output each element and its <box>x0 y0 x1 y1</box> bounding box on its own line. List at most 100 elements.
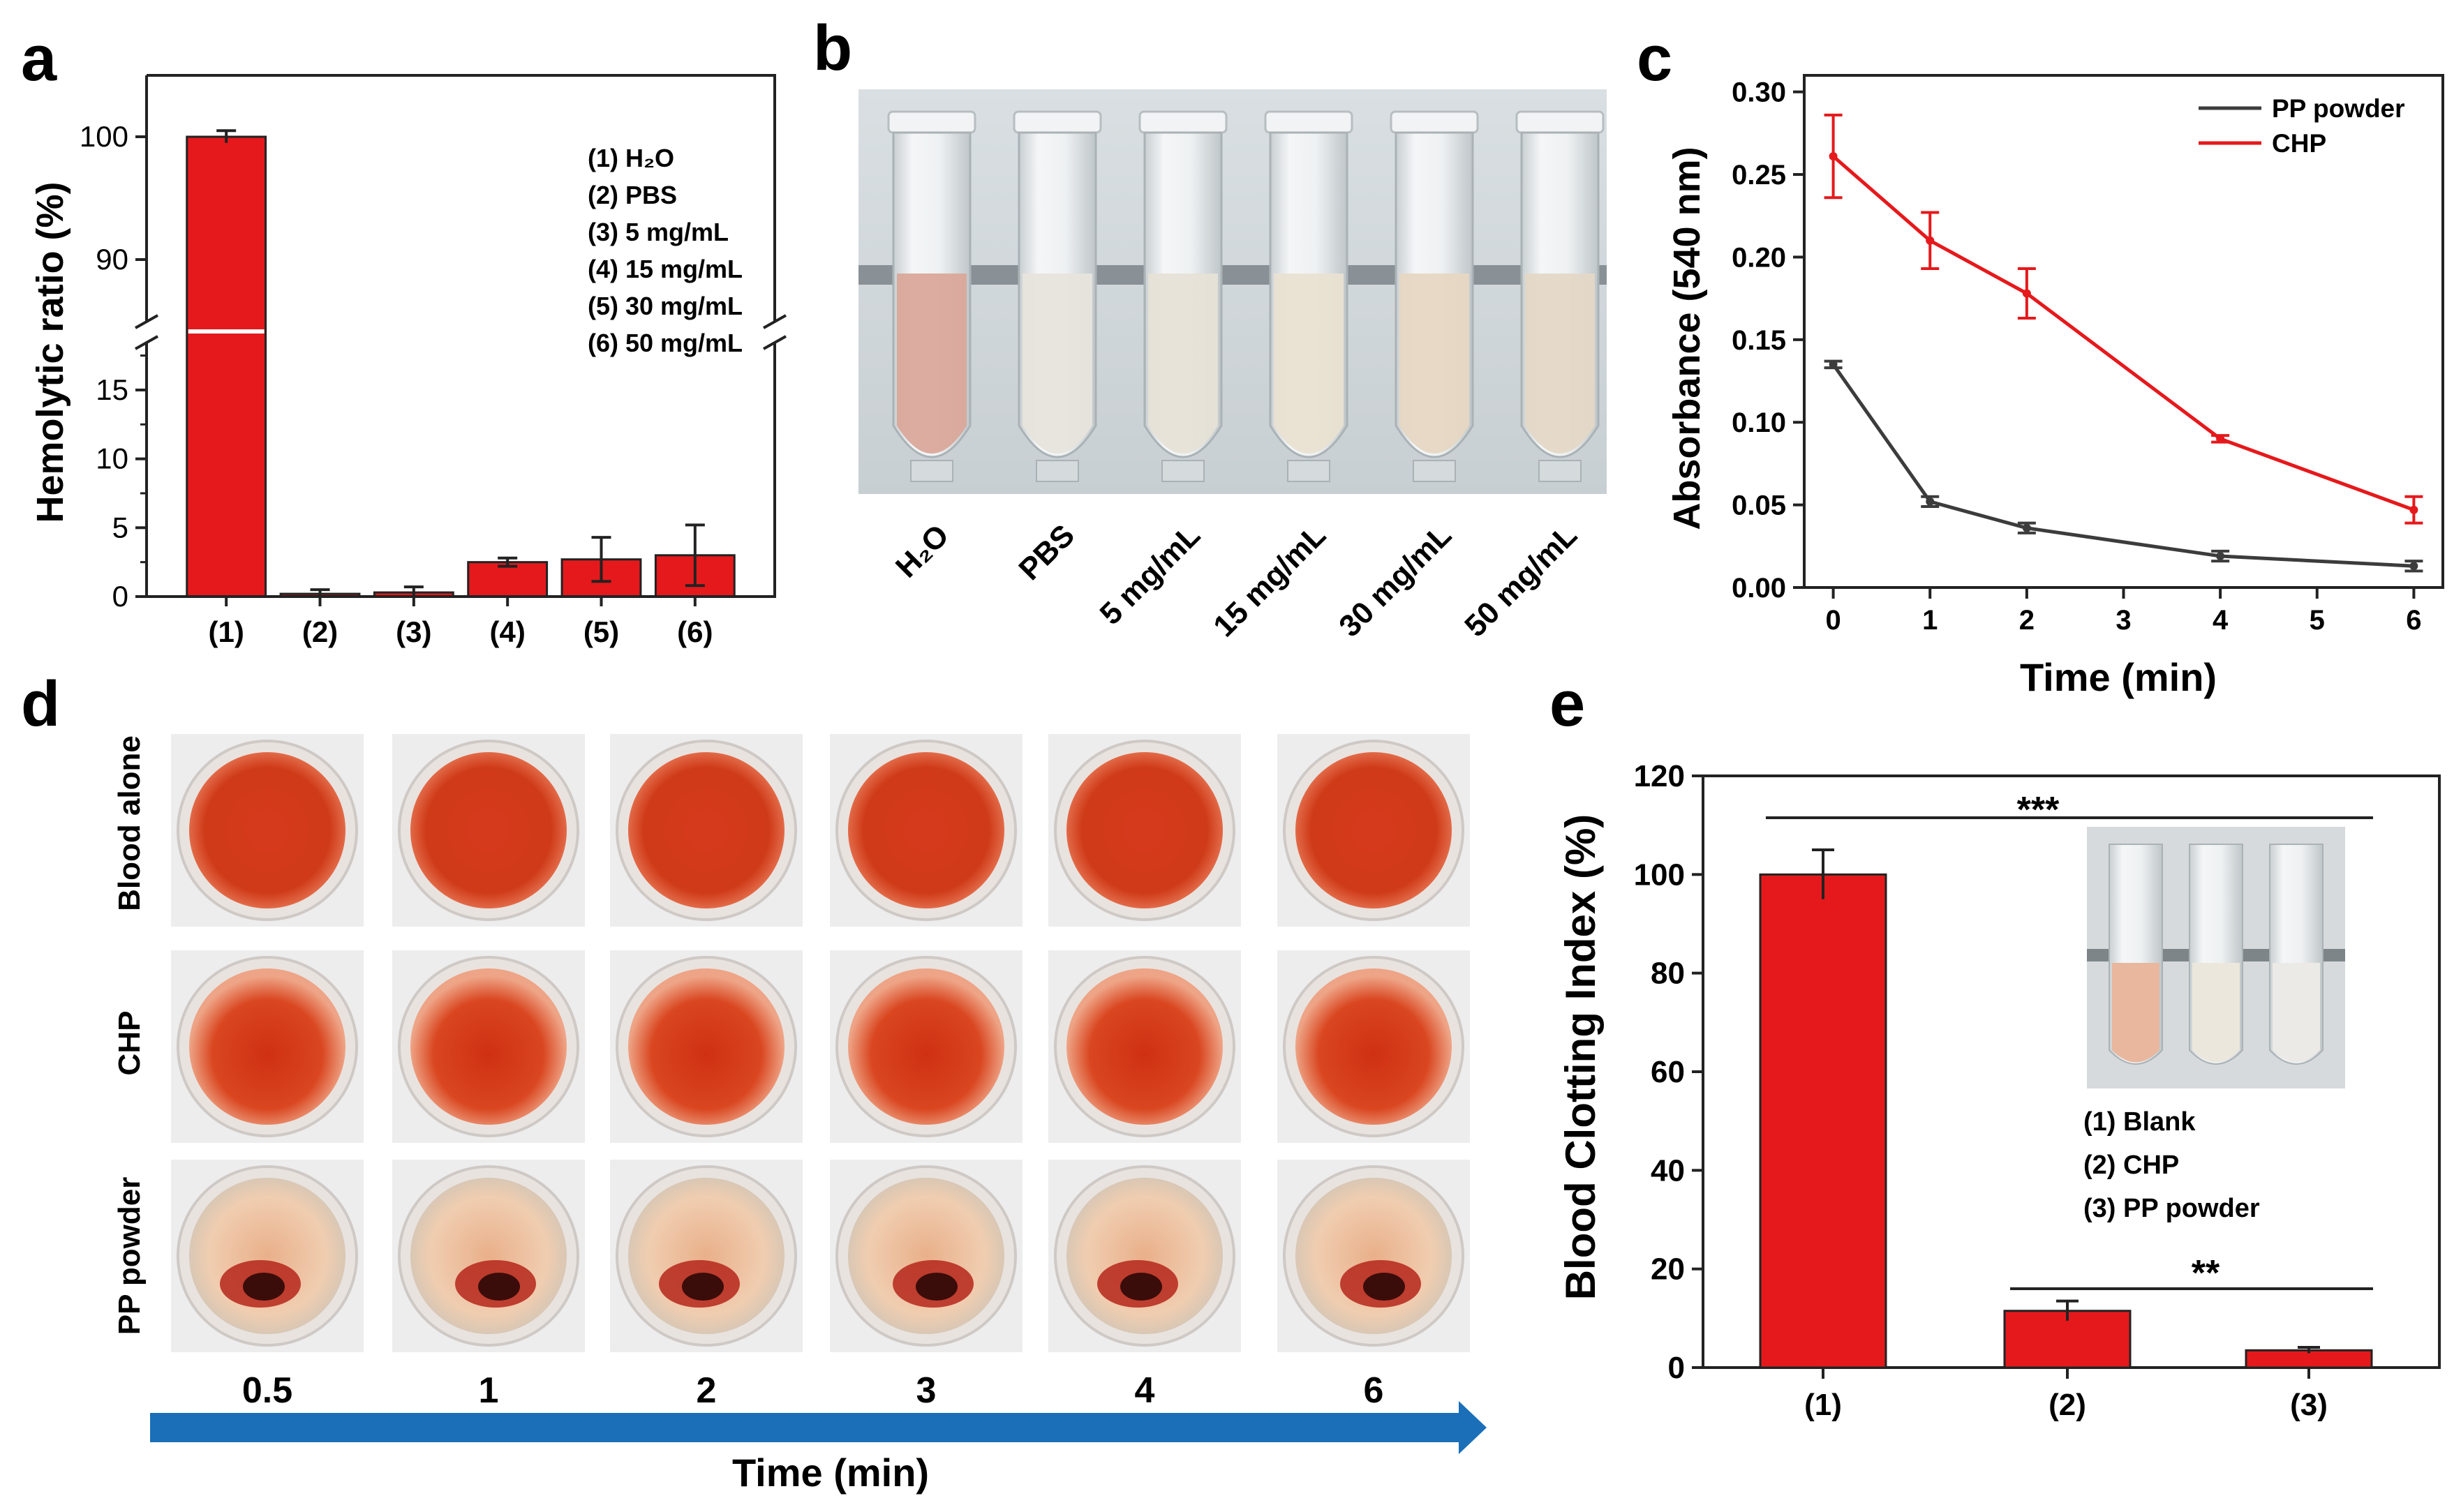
hemolysis-y-tick-label: 5 <box>112 511 128 544</box>
row-label-blood-alone: Blood alone <box>112 735 147 911</box>
well-content <box>410 752 567 908</box>
absorbance-series <box>1824 113 2423 573</box>
clotting-index-bars <box>1759 848 2373 1379</box>
absorbance-y-tick-label: 0.10 <box>1732 407 1786 438</box>
clotting-y-tick-label: 20 <box>1651 1252 1685 1287</box>
panel-letter-d: d <box>21 668 60 740</box>
absorbance-y-tick-label: 0.05 <box>1732 491 1786 521</box>
hemolysis-x-tick-label: (2) <box>302 615 338 648</box>
absorbance-x-tick-label: 1 <box>1922 605 1938 636</box>
hemolysis-legend-item: (6) 50 mg/mL <box>588 329 743 357</box>
well-content <box>1066 752 1223 908</box>
hemolysis-y-tick-label: 0 <box>112 580 128 613</box>
blood-clot-dark <box>916 1273 958 1301</box>
tube-label-15: 15 mg/mL <box>1207 518 1332 643</box>
hemolysis-y-axis-label: Hemolytic ratio (%) <box>29 181 71 523</box>
time-label: 0.5 <box>242 1370 292 1411</box>
axis-break-mark <box>135 314 158 329</box>
well-content <box>628 752 785 908</box>
absorbance-axes: 0 1 2 3 4 5 6 0.00 0.05 0.10 0.15 0.20 0.25 0.30 <box>1732 74 2444 636</box>
absorbance-x-tick-label: 3 <box>2116 605 2131 636</box>
hemolysis-legend-item: (5) 30 mg/mL <box>588 292 743 320</box>
axis-break-mark <box>135 335 158 350</box>
tube-label-50: 50 mg/mL <box>1458 518 1584 643</box>
legend-label-chp: CHP <box>2272 129 2326 158</box>
inset-tube-liquid <box>2192 963 2240 1063</box>
absorbance-y-axis-label: Absorbance (540 nm) <box>1666 147 1708 530</box>
panel-letters: a b c d e <box>21 13 1672 740</box>
absorbance-point <box>2216 434 2225 443</box>
hemolysis-legend-item: (3) 5 mg/mL <box>588 218 729 246</box>
clotting-index-chart: 0 20 40 60 80 100 120 (1) (2) (3) Blood Clotting … <box>1557 759 2441 1422</box>
blood-clot-dark <box>243 1273 285 1301</box>
clotting-bar <box>1759 873 1887 1369</box>
well-content <box>1295 968 1452 1125</box>
tube-liquid <box>897 274 967 454</box>
tube-liquid <box>1399 274 1469 454</box>
tube-base <box>1538 460 1582 482</box>
hemolysis-axes: (1) (2) (3) (4) (5) (6) 0 5 10 15 90 100 <box>80 74 787 648</box>
clotting-index-legend: (1) Blank (2) CHP (3) PP powder <box>2083 1107 2260 1223</box>
panel-letter-b: b <box>813 13 852 84</box>
clotting-x-tick-label: (3) <box>2290 1388 2328 1422</box>
tube-base <box>1413 460 1456 482</box>
absorbance-point <box>2022 289 2031 298</box>
tube-label-h2o: H₂O <box>889 518 956 584</box>
well-content <box>1295 752 1452 908</box>
hemolysis-y-tick-label: 100 <box>80 120 128 153</box>
bar-break-gap <box>188 329 265 334</box>
blood-clot-dark <box>478 1273 520 1301</box>
significance-label: ** <box>2192 1253 2220 1294</box>
well-content <box>1066 968 1223 1125</box>
axis-break-mark <box>763 335 787 350</box>
clotting-y-tick-label: 80 <box>1651 957 1685 991</box>
hemolysis-legend: (1) H₂O (2) PBS (3) 5 mg/mL (4) 15 mg/mL… <box>588 144 743 357</box>
hemolysis-y-tick-label: 10 <box>96 442 128 475</box>
absorbance-y-tick-label: 0.20 <box>1732 242 1786 273</box>
tube-cap <box>1264 110 1353 134</box>
clotting-legend-item: (1) Blank <box>2083 1107 2196 1137</box>
clotting-index-y-axis-label: Blood Clotting Index (%) <box>1557 814 1604 1301</box>
hemolysis-bar <box>186 135 267 598</box>
tubes <box>887 110 1605 482</box>
well-content <box>189 752 345 908</box>
absorbance-frame <box>1803 74 2444 589</box>
hemolysis-x-tick-label: (5) <box>583 615 619 648</box>
time-arrow <box>150 1401 1487 1454</box>
absorbance-y-tick-label: 0.15 <box>1732 325 1786 356</box>
blood-clot-dark <box>682 1273 724 1301</box>
hemolysis-x-tick-label: (4) <box>489 615 525 648</box>
clotting-index-axes: 0 20 40 60 80 100 120 (1) (2) (3) <box>1634 759 2441 1422</box>
clotting-y-tick-label: 0 <box>1668 1351 1685 1385</box>
row-label-chp: CHP <box>112 1011 147 1076</box>
tube-liquid <box>1023 274 1092 454</box>
well-content <box>410 1178 567 1334</box>
wells <box>171 734 1470 1352</box>
well-content <box>410 968 567 1125</box>
significance-brackets: ***** <box>1766 790 2373 1294</box>
blood-clot-dark <box>1120 1273 1162 1301</box>
tube-rack-bar <box>858 265 1607 285</box>
tube-base <box>910 460 953 482</box>
tube-liquid <box>1274 274 1344 454</box>
tube-photo-panel: H₂O PBS 5 mg/mL 15 mg/mL 30 mg/mL 50 mg/… <box>858 89 1607 643</box>
legend-label-pp: PP powder <box>2272 94 2405 123</box>
clotting-y-tick-label: 60 <box>1651 1055 1685 1089</box>
time-labels: 0.5 1 2 3 4 6 <box>242 1370 1384 1411</box>
absorbance-x-axis-label: Time (min) <box>2020 655 2217 699</box>
tube-photo <box>858 89 1607 494</box>
hemolysis-y-tick-label: 15 <box>96 373 128 406</box>
time-label: 2 <box>697 1370 717 1411</box>
well-content <box>189 1178 345 1334</box>
absorbance-x-tick-label: 5 <box>2310 605 2325 636</box>
well-content <box>848 1178 1004 1334</box>
well-content <box>1066 1178 1223 1334</box>
time-label: 4 <box>1135 1370 1155 1411</box>
clotting-x-tick-label: (1) <box>1804 1388 1842 1422</box>
hemolysis-bars <box>186 129 736 598</box>
clotting-y-tick-label: 40 <box>1651 1153 1685 1188</box>
well-content <box>848 968 1004 1125</box>
significance-label: *** <box>2017 790 2060 830</box>
clotting-legend-item: (3) PP powder <box>2083 1194 2260 1223</box>
